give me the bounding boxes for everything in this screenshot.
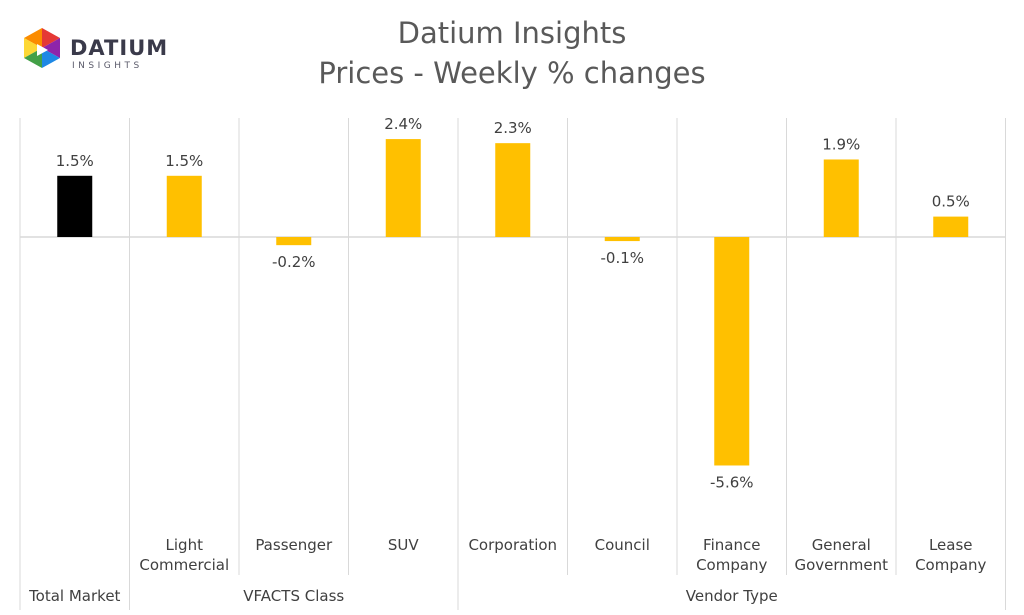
category-label: Council [595, 536, 650, 554]
bar [385, 139, 421, 237]
category-label: Lease [929, 536, 973, 554]
category-label: Commercial [139, 556, 229, 574]
category-label: Government [794, 556, 888, 574]
category-label: Company [915, 556, 986, 574]
bar [495, 143, 531, 237]
bar [276, 237, 312, 246]
data-label: 1.5% [165, 152, 203, 170]
category-label: General [812, 536, 871, 554]
category-label: Total Market [28, 587, 120, 605]
group-label: VFACTS Class [243, 587, 344, 605]
bar [823, 159, 859, 237]
bar [166, 175, 202, 237]
data-label: 1.9% [822, 135, 860, 153]
logo-word: DATIUM [70, 36, 169, 60]
data-label: 0.5% [932, 193, 970, 211]
data-label: 2.4% [384, 115, 422, 133]
category-label: SUV [388, 536, 420, 554]
chart-title: Datium Insights [397, 16, 627, 50]
bar [604, 237, 640, 242]
data-label: 1.5% [56, 152, 94, 170]
data-label: -0.1% [600, 249, 644, 267]
data-label: -5.6% [710, 473, 754, 491]
category-label: Light [166, 536, 204, 554]
category-label: Company [696, 556, 767, 574]
datium-logo: DATIUM INSIGHTS [20, 26, 170, 82]
bar [933, 216, 969, 237]
bar [714, 237, 750, 466]
chart-subtitle: Prices - Weekly % changes [318, 56, 706, 90]
data-label: -0.2% [272, 253, 316, 271]
category-label: Passenger [255, 536, 333, 554]
data-label: 2.3% [494, 119, 532, 137]
datium-logo-icon [24, 28, 60, 68]
category-label: Corporation [468, 536, 557, 554]
category-label: Finance [703, 536, 760, 554]
group-label: Vendor Type [686, 587, 778, 605]
bar [57, 175, 93, 237]
logo-subword: INSIGHTS [72, 61, 143, 71]
